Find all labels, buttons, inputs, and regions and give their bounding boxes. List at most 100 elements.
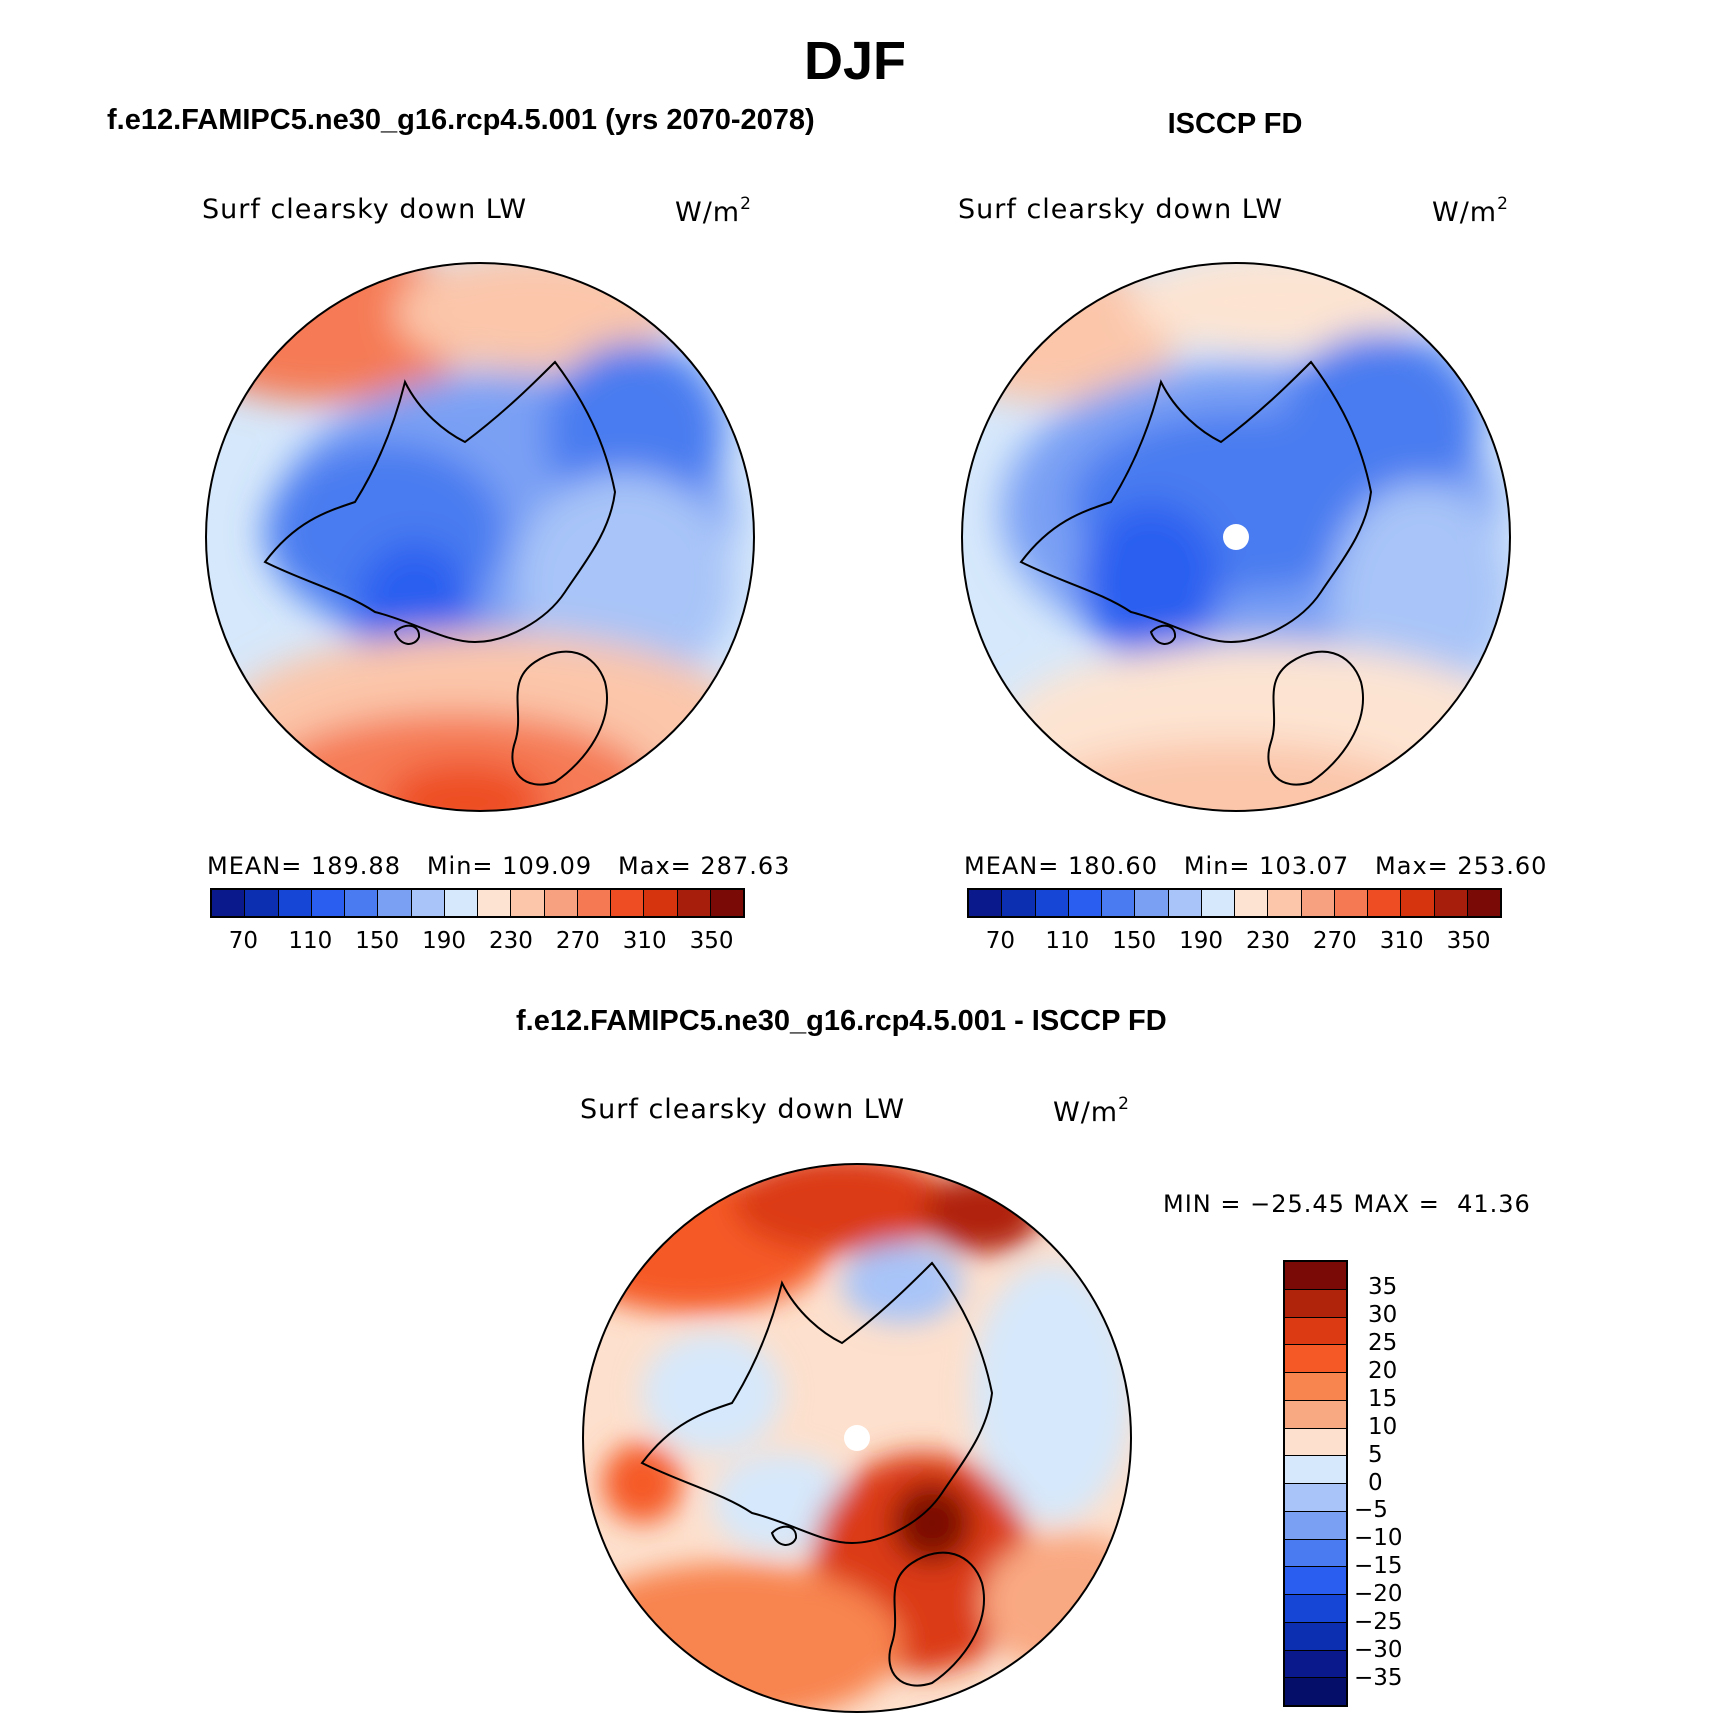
- colorbar-swatch: [1285, 1678, 1346, 1705]
- colorbar-swatch: [1285, 1650, 1346, 1679]
- colorbar-tick-label: 30: [1368, 1301, 1398, 1328]
- panel2-map: [961, 262, 1511, 812]
- colorbar-swatch: [1285, 1373, 1346, 1401]
- colorbar-swatch: [1285, 1539, 1346, 1568]
- panel1-colorbar: [210, 888, 745, 918]
- panel3-units: W/m2: [1053, 1094, 1130, 1128]
- colorbar-swatch: [1068, 890, 1102, 916]
- colorbar-tick-label: 150: [1112, 928, 1157, 954]
- colorbar-swatch: [212, 890, 246, 916]
- panel1-variable: Surf clearsky down LW: [202, 194, 528, 225]
- colorbar-swatch: [278, 890, 312, 916]
- panel2-stats: MEAN= 180.60 Min= 103.07 Max= 253.60: [964, 852, 1548, 880]
- colorbar-tick-label: 110: [288, 928, 333, 954]
- colorbar-swatch: [1035, 890, 1069, 916]
- colorbar-swatch: [1467, 890, 1500, 916]
- colorbar-swatch: [1135, 890, 1169, 916]
- colorbar-swatch: [644, 890, 678, 916]
- panel3-title: f.e12.FAMIPC5.ne30_g16.rcp4.5.001 - ISCC…: [516, 1005, 1167, 1037]
- colorbar-tick-label: −25: [1354, 1609, 1403, 1636]
- panel2-units: W/m2: [1432, 194, 1509, 228]
- colorbar-tick-label: −5: [1354, 1497, 1388, 1524]
- colorbar-swatch: [1334, 890, 1368, 916]
- panel1-map: [205, 262, 755, 812]
- colorbar-tick-label: 70: [985, 928, 1016, 954]
- colorbar-swatch: [969, 890, 1003, 916]
- colorbar-tick-label: 110: [1045, 928, 1090, 954]
- colorbar-swatch: [1201, 890, 1235, 916]
- colorbar-tick-label: 310: [1379, 928, 1424, 954]
- colorbar-swatch: [677, 890, 711, 916]
- colorbar-swatch: [444, 890, 478, 916]
- colorbar-swatch: [511, 890, 545, 916]
- colorbar-tick-label: 190: [1179, 928, 1224, 954]
- colorbar-tick-label: 310: [622, 928, 667, 954]
- panel2-title: ISCCP FD: [1167, 108, 1303, 140]
- colorbar-tick-label: 230: [488, 928, 533, 954]
- colorbar-swatch: [1401, 890, 1435, 916]
- colorbar-tick-label: −30: [1354, 1637, 1403, 1664]
- colorbar-swatch: [1102, 890, 1136, 916]
- colorbar-swatch: [1002, 890, 1036, 916]
- colorbar-tick-label: 20: [1368, 1357, 1398, 1384]
- panel3-colorbar: [1283, 1260, 1348, 1707]
- panel3-map: [582, 1163, 1132, 1713]
- colorbar-tick-label: 25: [1368, 1329, 1398, 1356]
- colorbar-swatch: [1285, 1456, 1346, 1484]
- panel3-stats: MIN = −25.45 MAX = 41.36: [1163, 1190, 1531, 1218]
- panel2-variable: Surf clearsky down LW: [958, 194, 1284, 225]
- colorbar-tick-label: −10: [1354, 1525, 1403, 1552]
- colorbar-tick-label: 0: [1368, 1469, 1383, 1496]
- colorbar-swatch: [1168, 890, 1202, 916]
- colorbar-swatch: [1285, 1262, 1346, 1290]
- colorbar-swatch: [710, 890, 743, 916]
- colorbar-swatch: [1268, 890, 1302, 916]
- colorbar-swatch: [1285, 1595, 1346, 1623]
- colorbar-swatch: [311, 890, 345, 916]
- colorbar-swatch: [1235, 890, 1269, 916]
- figure-title: DJF: [803, 31, 906, 91]
- colorbar-swatch: [544, 890, 578, 916]
- colorbar-swatch: [1368, 890, 1402, 916]
- colorbar-swatch: [1434, 890, 1468, 916]
- panel3-colorbar-ticks: 35 30 25 20 15 10 5 0 −5 −10 −15 −20 −25 −30 −35: [1354, 1260, 1448, 1707]
- colorbar-swatch: [1285, 1317, 1346, 1346]
- colorbar-swatch: [345, 890, 379, 916]
- colorbar-swatch: [1285, 1400, 1346, 1429]
- colorbar-swatch: [1285, 1622, 1346, 1651]
- colorbar-tick-label: 350: [1446, 928, 1491, 954]
- colorbar-tick-label: 15: [1368, 1385, 1398, 1412]
- colorbar-tick-label: −35: [1354, 1665, 1403, 1692]
- colorbar-tick-label: −20: [1354, 1581, 1403, 1608]
- colorbar-tick-label: −15: [1354, 1553, 1403, 1580]
- colorbar-swatch: [1285, 1428, 1346, 1457]
- colorbar-swatch: [577, 890, 611, 916]
- colorbar-tick-label: 270: [1312, 928, 1357, 954]
- colorbar-tick-label: 150: [355, 928, 400, 954]
- panel3-variable: Surf clearsky down LW: [580, 1094, 906, 1125]
- colorbar-tick-label: 35: [1368, 1273, 1398, 1300]
- colorbar-swatch: [378, 890, 412, 916]
- colorbar-tick-label: 5: [1368, 1441, 1383, 1468]
- colorbar-tick-label: 350: [689, 928, 734, 954]
- colorbar-swatch: [411, 890, 445, 916]
- colorbar-swatch: [1285, 1567, 1346, 1595]
- colorbar-swatch: [245, 890, 279, 916]
- colorbar-swatch: [611, 890, 645, 916]
- colorbar-swatch: [1285, 1345, 1346, 1373]
- colorbar-swatch: [1285, 1511, 1346, 1540]
- colorbar-swatch: [478, 890, 512, 916]
- colorbar-tick-label: 10: [1368, 1413, 1398, 1440]
- panel1-title: f.e12.FAMIPC5.ne30_g16.rcp4.5.001 (yrs 2…: [107, 104, 815, 136]
- panel2-colorbar-ticks: 70 110 150 190 230 270 310 350: [967, 928, 1502, 958]
- colorbar-tick-label: 70: [228, 928, 259, 954]
- colorbar-tick-label: 190: [422, 928, 467, 954]
- colorbar-swatch: [1285, 1484, 1346, 1512]
- colorbar-tick-label: 270: [555, 928, 600, 954]
- panel1-colorbar-ticks: 70 110 150 190 230 270 310 350: [210, 928, 745, 958]
- colorbar-swatch: [1301, 890, 1335, 916]
- panel1-units: W/m2: [675, 194, 752, 228]
- colorbar-swatch: [1285, 1289, 1346, 1318]
- panel1-stats: MEAN= 189.88 Min= 109.09 Max= 287.63: [207, 852, 791, 880]
- colorbar-tick-label: 230: [1245, 928, 1290, 954]
